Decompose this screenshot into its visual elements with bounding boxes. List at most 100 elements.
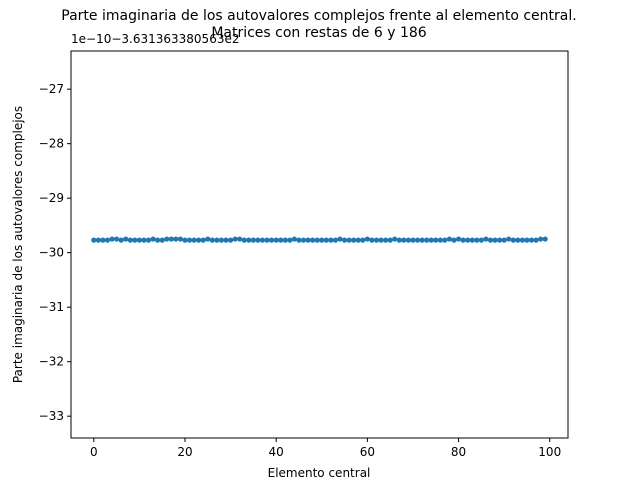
data-point bbox=[132, 237, 138, 243]
data-point bbox=[474, 237, 480, 243]
data-point bbox=[95, 237, 101, 243]
data-point bbox=[104, 237, 111, 243]
data-point bbox=[519, 237, 526, 243]
data-point bbox=[127, 237, 133, 243]
data-point bbox=[424, 237, 430, 243]
data-point bbox=[191, 237, 197, 243]
y-tick-label: −32 bbox=[39, 355, 64, 369]
data-point bbox=[414, 237, 421, 243]
data-point bbox=[405, 237, 412, 243]
data-point bbox=[136, 237, 142, 243]
data-point bbox=[200, 237, 206, 243]
data-point bbox=[392, 236, 398, 242]
data-point bbox=[360, 237, 366, 243]
data-point bbox=[232, 236, 238, 242]
data-point bbox=[341, 237, 348, 243]
y-tick-label: −33 bbox=[39, 409, 64, 423]
data-point bbox=[250, 237, 256, 243]
data-point bbox=[218, 237, 225, 243]
x-tick-label: 40 bbox=[269, 445, 284, 459]
data-point bbox=[269, 237, 275, 243]
data-point bbox=[383, 237, 389, 243]
data-point bbox=[332, 237, 339, 243]
data-point bbox=[542, 236, 548, 242]
data-point bbox=[337, 236, 343, 242]
data-point bbox=[173, 236, 179, 242]
data-point bbox=[227, 237, 234, 243]
x-tick-label: 0 bbox=[90, 445, 98, 459]
data-point bbox=[410, 237, 416, 243]
y-axis-offset-text: 1e−10−3.631363380563e2 bbox=[71, 32, 239, 46]
data-point bbox=[100, 237, 106, 243]
data-point bbox=[155, 237, 161, 243]
data-point bbox=[355, 237, 361, 243]
data-point bbox=[442, 237, 448, 243]
data-point bbox=[506, 236, 512, 242]
data-point bbox=[209, 237, 215, 243]
data-point bbox=[246, 237, 252, 243]
data-point bbox=[346, 237, 352, 243]
data-point bbox=[328, 237, 334, 243]
data-point bbox=[214, 237, 220, 243]
data-point bbox=[223, 237, 229, 243]
data-point bbox=[118, 237, 124, 243]
data-point bbox=[237, 236, 243, 242]
data-point bbox=[492, 237, 498, 243]
x-tick-label: 20 bbox=[177, 445, 192, 459]
data-point bbox=[378, 237, 384, 243]
data-point bbox=[305, 237, 311, 243]
data-point bbox=[510, 237, 516, 243]
x-tick-label: 60 bbox=[360, 445, 375, 459]
data-point bbox=[487, 237, 494, 243]
data-point bbox=[465, 237, 471, 243]
data-point bbox=[255, 237, 261, 243]
plot-area bbox=[91, 236, 548, 243]
data-point bbox=[114, 236, 120, 242]
data-point bbox=[483, 236, 489, 242]
data-point bbox=[168, 236, 174, 242]
y-axis-label: Parte imaginaria de los autovalores comp… bbox=[11, 106, 25, 383]
data-point bbox=[186, 237, 193, 243]
y-tick-label: −28 bbox=[39, 137, 64, 151]
data-point bbox=[478, 237, 484, 243]
y-tick-label: −30 bbox=[39, 246, 64, 260]
data-point bbox=[177, 236, 184, 242]
data-point bbox=[164, 236, 170, 242]
x-tick-label: 80 bbox=[451, 445, 466, 459]
data-point bbox=[91, 237, 97, 243]
data-point bbox=[460, 237, 466, 243]
data-point bbox=[501, 237, 507, 243]
y-tick-label: −27 bbox=[39, 82, 64, 96]
data-point bbox=[300, 237, 307, 243]
data-point bbox=[401, 237, 407, 243]
data-point bbox=[109, 236, 115, 242]
data-point bbox=[433, 237, 439, 243]
data-point bbox=[515, 237, 521, 243]
data-point bbox=[182, 237, 188, 243]
data-point bbox=[287, 237, 293, 243]
chart-title-line1: Parte imaginaria de los autovalores comp… bbox=[61, 8, 576, 24]
y-tick-label: −31 bbox=[39, 300, 64, 314]
data-point bbox=[446, 236, 453, 242]
chart-title-line2: Matrices con restas de 6 y 186 bbox=[211, 25, 426, 41]
data-point bbox=[451, 237, 457, 243]
data-point bbox=[314, 237, 320, 243]
data-point bbox=[282, 237, 288, 243]
data-point bbox=[396, 237, 402, 243]
data-point bbox=[369, 237, 375, 243]
data-point bbox=[364, 236, 370, 242]
data-point bbox=[351, 237, 357, 243]
axes-frame bbox=[70, 50, 569, 439]
data-point bbox=[278, 237, 284, 243]
data-point bbox=[538, 236, 544, 242]
data-point bbox=[291, 236, 298, 242]
data-point bbox=[310, 237, 316, 243]
data-point bbox=[150, 236, 156, 242]
data-point bbox=[273, 237, 279, 243]
data-point bbox=[455, 236, 462, 242]
data-point bbox=[319, 237, 325, 243]
data-point bbox=[241, 237, 247, 243]
data-point bbox=[497, 237, 503, 243]
